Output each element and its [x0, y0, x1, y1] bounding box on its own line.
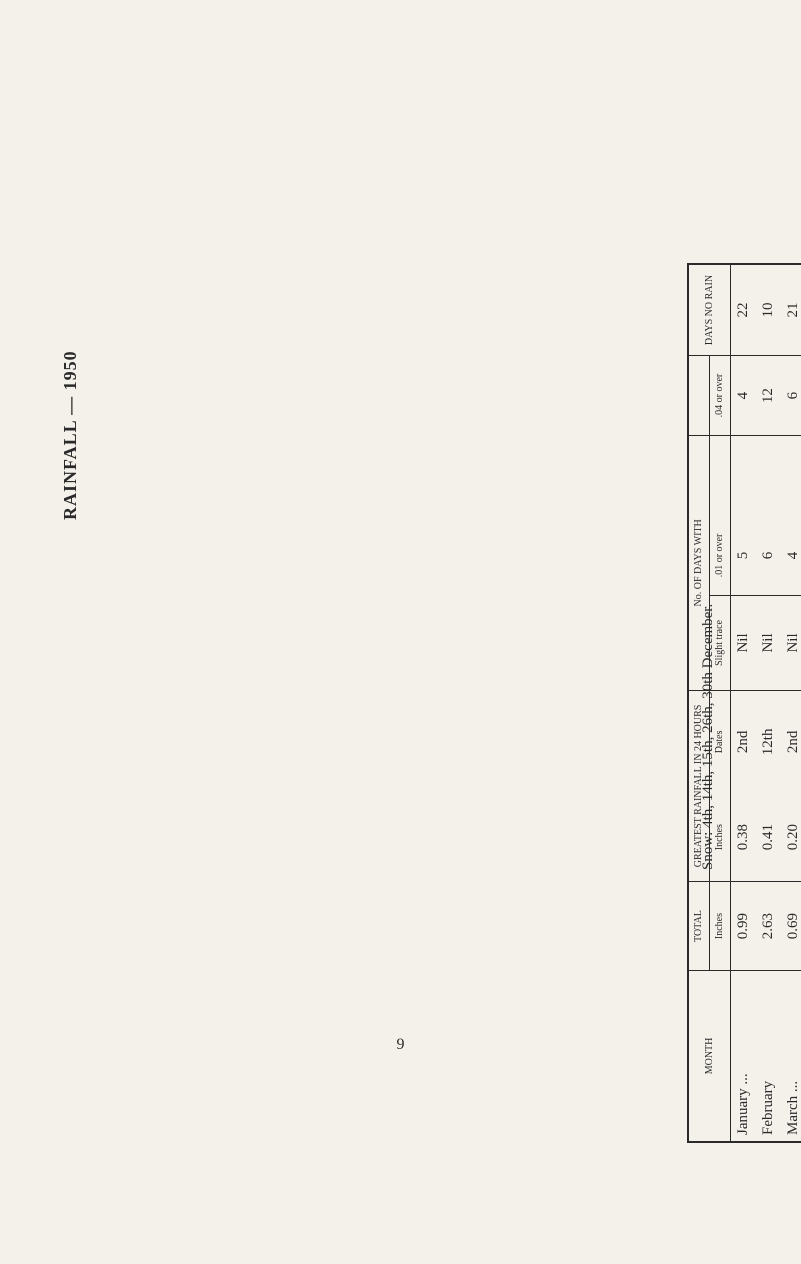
col-norain: DAYS NO RAIN — [688, 264, 731, 356]
header-row-1: MONTH TOTAL GREATEST RAINFALL IN 24 HOUR… — [688, 264, 710, 1142]
col-slight: Slight trace — [710, 596, 731, 690]
d01-cell: 5 — [731, 516, 757, 596]
page: RAINFALL — 1950 Snow: 4th, 14th, 15th, 2… — [0, 0, 801, 1264]
norain-cell: 22 — [731, 264, 757, 356]
col-greatest: GREATEST RAINFALL IN 24 HOURS — [688, 690, 710, 882]
rainfall-table: MONTH TOTAL GREATEST RAINFALL IN 24 HOUR… — [687, 263, 801, 1143]
table-row: February 2.63 0.41 12th Nil 6 12 10 — [756, 264, 781, 1142]
table-row: March ... 0.69 0.20 2nd Nil 4 6 21 — [781, 264, 801, 1142]
month-name: January — [735, 1088, 751, 1135]
col-greatest-dates: Dates — [710, 690, 731, 793]
page-number: 9 — [0, 1036, 801, 1054]
d04-cell: 4 — [731, 356, 757, 436]
col-total-sub: Inches — [710, 882, 731, 971]
col-nodays: No. OF DAYS WITH — [688, 436, 710, 691]
col-spacer — [710, 436, 731, 516]
table-row: January ... 0.99 0.38 2nd Nil 5 4 22 — [731, 264, 757, 1142]
col-total: TOTAL — [688, 882, 710, 971]
col-month: MONTH — [688, 970, 731, 1142]
col-d04-top — [688, 356, 710, 436]
col-d01: .01 or over — [710, 516, 731, 596]
page-title: RAINFALL — 1950 — [60, 350, 81, 520]
gdate-cell: 2nd — [731, 690, 757, 793]
rainfall-table-wrap: MONTH TOTAL GREATEST RAINFALL IN 24 HOUR… — [687, 263, 801, 1143]
total-cell: 0.99 — [731, 882, 757, 971]
gin-cell: 0.38 — [731, 793, 757, 882]
slight-cell: Nil — [731, 596, 757, 690]
dots: ... — [735, 1073, 751, 1084]
col-d04: .04 or over — [710, 356, 731, 436]
col-greatest-inches: Inches — [710, 793, 731, 882]
